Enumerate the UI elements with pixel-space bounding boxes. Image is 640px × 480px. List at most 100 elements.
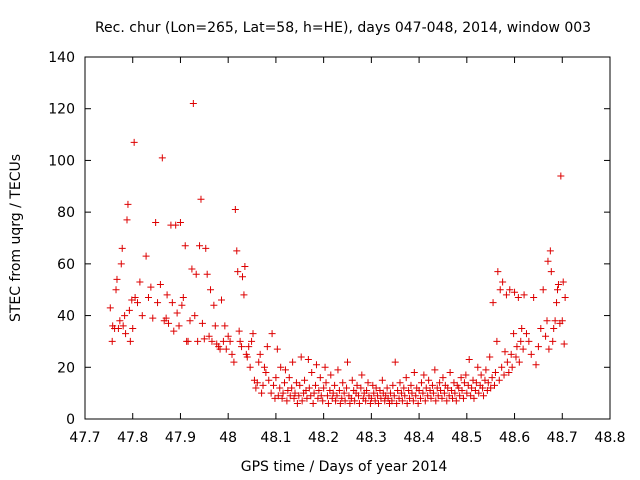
data-point — [346, 399, 354, 407]
data-point — [123, 216, 131, 224]
data-point — [419, 389, 427, 397]
data-point — [258, 389, 266, 397]
y-axis-label: STEC from uqrg / TECUs — [8, 154, 24, 322]
data-point — [230, 358, 238, 366]
data-point — [487, 384, 495, 392]
data-point — [256, 350, 264, 358]
data-point — [499, 278, 507, 286]
y-tick-label: 40 — [57, 309, 75, 325]
data-point — [252, 384, 260, 392]
data-point — [312, 361, 320, 369]
data-point — [459, 394, 467, 402]
x-tick-label: 47.9 — [165, 430, 196, 446]
data-point — [260, 363, 268, 371]
data-point — [530, 293, 538, 301]
data-point — [324, 399, 332, 407]
data-point — [534, 343, 542, 351]
data-point — [317, 392, 325, 400]
data-point — [500, 371, 508, 379]
data-point — [431, 366, 439, 374]
data-point — [398, 397, 406, 405]
data-point — [495, 376, 503, 384]
x-tick-label: 48.4 — [404, 430, 435, 446]
data-point — [144, 293, 152, 301]
data-point — [122, 330, 130, 338]
y-tick-label: 120 — [48, 102, 75, 118]
data-point — [156, 281, 164, 289]
data-point — [277, 363, 285, 371]
data-point — [259, 381, 267, 389]
data-point — [231, 206, 239, 214]
data-point — [312, 381, 320, 389]
data-point — [351, 397, 359, 405]
data-point — [322, 379, 330, 387]
data-point — [284, 387, 292, 395]
data-point — [370, 389, 378, 397]
data-point — [113, 275, 121, 283]
data-point — [501, 348, 509, 356]
data-point — [468, 384, 476, 392]
data-point — [290, 394, 298, 402]
data-point — [121, 312, 129, 320]
data-point — [489, 299, 497, 307]
data-point — [327, 371, 335, 379]
data-point — [403, 399, 411, 407]
data-point — [291, 389, 299, 397]
x-tick-label: 48.2 — [308, 430, 339, 446]
x-tick-label: 48.7 — [547, 430, 578, 446]
data-point — [108, 337, 116, 345]
data-point — [502, 291, 510, 299]
data-point — [211, 322, 219, 330]
data-point — [486, 353, 494, 361]
data-point — [198, 319, 206, 327]
data-point — [436, 379, 444, 387]
data-point — [117, 260, 125, 268]
data-point — [446, 368, 454, 376]
data-point — [372, 384, 380, 392]
data-point — [394, 387, 402, 395]
data-point — [559, 278, 567, 286]
data-point — [288, 384, 296, 392]
data-points — [106, 100, 569, 407]
data-point — [210, 301, 218, 309]
data-point — [391, 358, 399, 366]
data-point — [488, 374, 496, 382]
data-point — [554, 281, 562, 289]
data-point — [316, 374, 324, 382]
x-tick-label: 48.6 — [499, 430, 530, 446]
data-point — [417, 394, 425, 402]
data-point — [339, 379, 347, 387]
data-point — [320, 384, 328, 392]
data-point — [189, 100, 197, 108]
data-point — [293, 399, 301, 407]
data-point — [348, 376, 356, 384]
data-point — [415, 387, 423, 395]
data-point — [248, 337, 256, 345]
data-point — [168, 299, 176, 307]
data-point — [184, 337, 192, 345]
data-point — [474, 363, 482, 371]
data-point — [353, 381, 361, 389]
data-point — [354, 392, 362, 400]
data-point — [440, 389, 448, 397]
x-tick-label: 47.8 — [117, 430, 148, 446]
data-point — [233, 247, 241, 255]
data-point — [134, 299, 141, 307]
data-point — [270, 381, 278, 389]
y-tick-label: 100 — [48, 153, 75, 169]
data-point — [344, 358, 351, 366]
data-point — [522, 330, 530, 338]
data-point — [191, 312, 199, 320]
y-tick-label: 20 — [57, 360, 75, 376]
data-point — [219, 337, 227, 345]
data-point — [331, 381, 339, 389]
data-point — [420, 371, 428, 379]
data-point — [173, 309, 181, 317]
data-point — [255, 358, 263, 366]
data-point — [336, 399, 344, 407]
data-point — [511, 288, 519, 296]
data-point — [142, 252, 150, 260]
y-tick-label: 0 — [66, 412, 75, 428]
data-point — [119, 322, 127, 330]
data-point — [332, 397, 340, 405]
